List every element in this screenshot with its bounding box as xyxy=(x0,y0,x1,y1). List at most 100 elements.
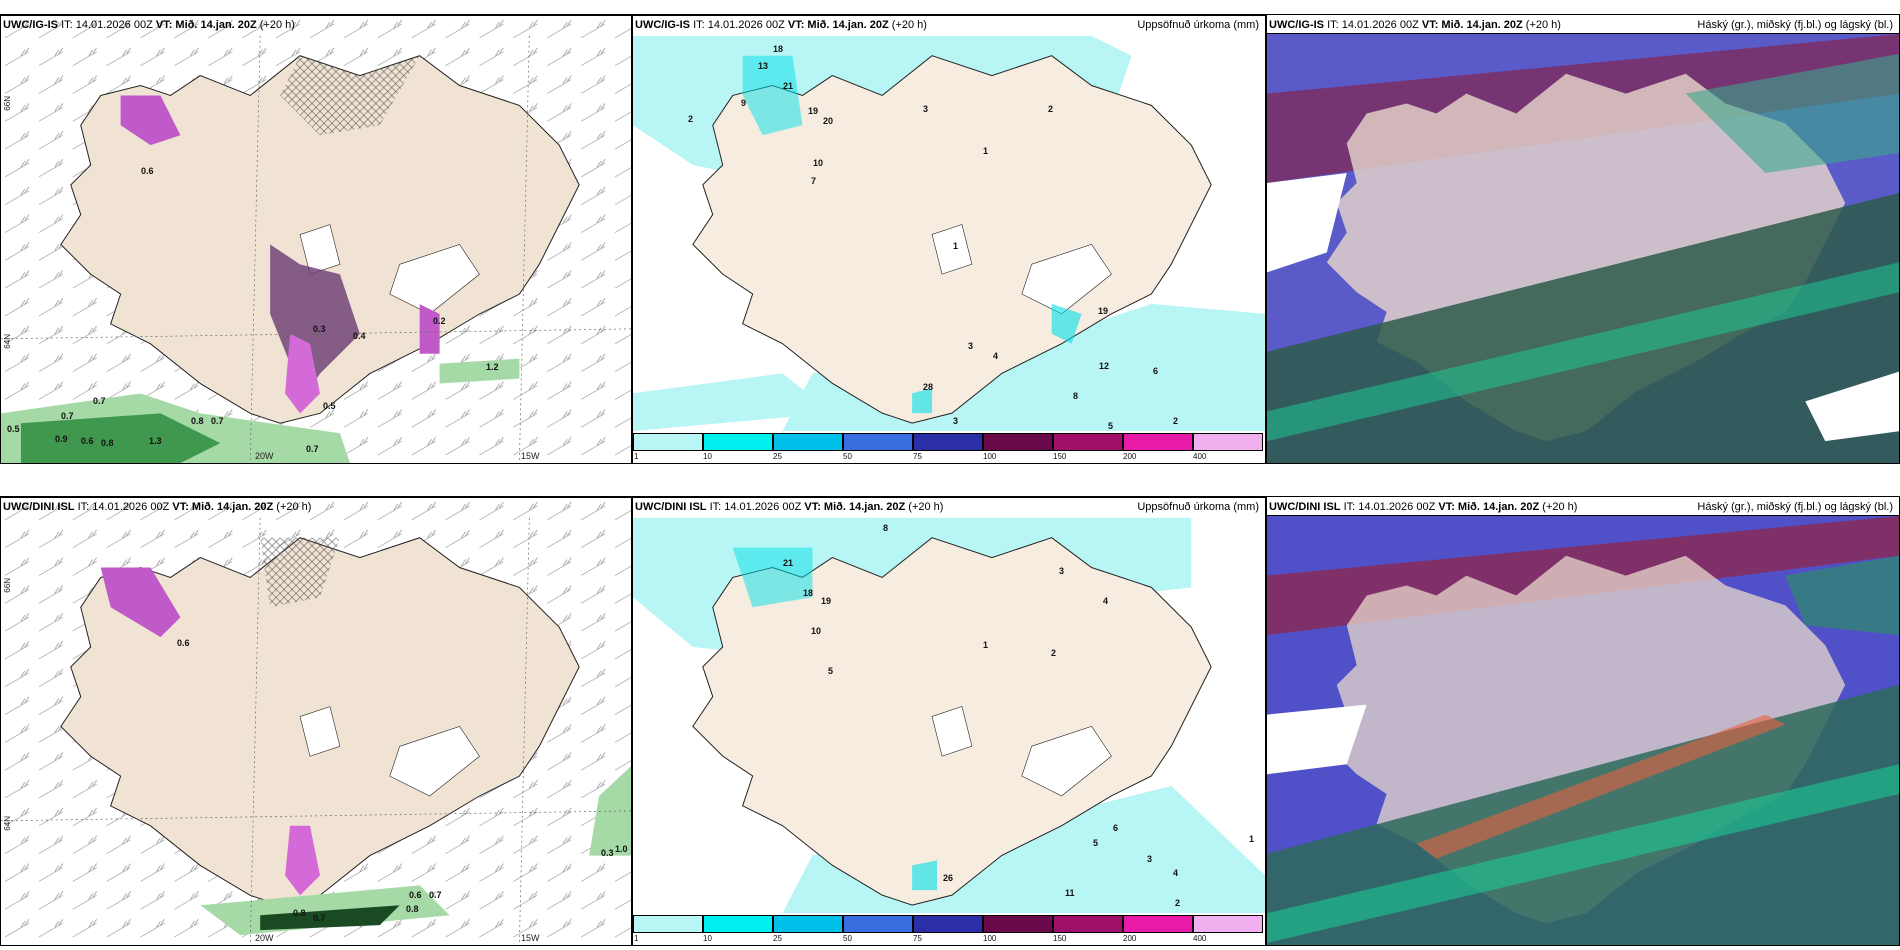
value-label: 0.8 xyxy=(191,416,204,426)
value-label: 7 xyxy=(811,176,817,186)
value-label: 0.7 xyxy=(211,416,224,426)
lon-tick-label: 20W xyxy=(255,933,274,943)
lat-tick-label: 64N xyxy=(3,816,12,831)
value-label: 0.7 xyxy=(93,396,106,406)
value-label: 4 xyxy=(993,351,999,361)
colorbar-label: 150 xyxy=(1053,934,1067,943)
value-label: 4 xyxy=(1103,596,1109,606)
cloud-map xyxy=(1267,34,1899,463)
colorbar-label: 50 xyxy=(843,452,852,461)
lon-tick-label: 15W xyxy=(521,451,540,461)
panel-bottom-middle-accum-precip: UWC/DINI ISL IT: 14.01.2026 00Z VT: Mið.… xyxy=(632,496,1266,946)
colorbar-label: 25 xyxy=(773,934,782,943)
colorbar-label: 25 xyxy=(773,452,782,461)
colorbar-segment xyxy=(843,433,913,451)
colorbar-label: 10 xyxy=(703,934,712,943)
value-label: 5 xyxy=(828,666,834,676)
colorbar-label: 1 xyxy=(634,452,639,461)
panel-bottom-right-clouds: UWC/DINI ISL IT: 14.01.2026 00Z VT: Mið.… xyxy=(1266,496,1900,946)
value-label: 3 xyxy=(1059,566,1065,576)
iceland-map xyxy=(1,16,631,463)
value-label: 5 xyxy=(1108,421,1114,431)
colorbar-label: 200 xyxy=(1123,452,1137,461)
value-label: 5 xyxy=(1093,838,1099,848)
value-label: 0.3 xyxy=(313,324,326,334)
colorbar-segment xyxy=(913,433,983,451)
colorbar-segment xyxy=(703,433,773,451)
colorbar-label: 75 xyxy=(913,934,922,943)
colorbar-segment xyxy=(1053,915,1123,933)
value-label: 1.2 xyxy=(486,362,499,372)
value-label: 0.9 xyxy=(55,434,68,444)
colorbar: 1 10 25 50 75 100 150 200 400 xyxy=(633,431,1265,463)
colorbar-label: 75 xyxy=(913,452,922,461)
value-label: 0.6 xyxy=(177,638,190,648)
lon-tick-label: 15W xyxy=(521,933,540,943)
panel-title: UWC/DINI ISL IT: 14.01.2026 00Z VT: Mið.… xyxy=(635,501,1259,513)
value-label: 8 xyxy=(883,523,889,533)
colorbar-label: 100 xyxy=(983,452,997,461)
iceland-map xyxy=(633,517,1265,913)
value-label: 18 xyxy=(803,588,814,598)
value-label: 3 xyxy=(1147,854,1153,864)
panel-title: UWC/IG-IS IT: 14.01.2026 00Z VT: Mið. 14… xyxy=(635,19,1259,31)
colorbar-label: 50 xyxy=(843,934,852,943)
value-label: 3 xyxy=(953,416,959,426)
value-label: 0.8 xyxy=(406,904,419,914)
panel-title: UWC/DINI ISL IT: 14.01.2026 00Z VT: Mið.… xyxy=(3,501,312,513)
colorbar-segment xyxy=(1193,433,1263,451)
value-label: 6 xyxy=(1113,823,1119,833)
lat-tick-label: 64N xyxy=(3,334,12,349)
panel-title: UWC/DINI ISL IT: 14.01.2026 00Z VT: Mið.… xyxy=(1269,501,1893,513)
value-label: 0.6 xyxy=(409,890,422,900)
value-label: 2 xyxy=(688,114,694,124)
panel-top-left-precip-wind: UWC/IG-IS IT: 14.01.2026 00Z VT: Mið. 14… xyxy=(0,14,632,464)
colorbar-segment xyxy=(773,915,843,933)
value-label: 1 xyxy=(1249,834,1255,844)
cloud-map xyxy=(1267,516,1899,945)
value-label: 1.3 xyxy=(149,436,162,446)
value-label: 6 xyxy=(1153,366,1159,376)
colorbar-segment xyxy=(633,433,703,451)
iceland-map xyxy=(633,35,1265,431)
value-label: 11 xyxy=(1065,888,1075,898)
value-label: 13 xyxy=(758,61,769,71)
map-frame xyxy=(1267,515,1899,945)
lat-tick-label: 66N xyxy=(3,96,12,111)
panel-title: UWC/IG-IS IT: 14.01.2026 00Z VT: Mið. 14… xyxy=(1269,19,1893,31)
value-label: 19 xyxy=(1098,306,1109,316)
value-label: 26 xyxy=(943,873,954,883)
value-label: 0.6 xyxy=(141,166,154,176)
panel-top-middle-accum-precip: UWC/IG-IS IT: 14.01.2026 00Z VT: Mið. 14… xyxy=(632,14,1266,464)
value-label: 4 xyxy=(1173,868,1179,878)
value-label: 2 xyxy=(1048,104,1054,114)
colorbar-segment xyxy=(983,915,1053,933)
iceland-map xyxy=(1,498,631,945)
value-label: 9 xyxy=(741,98,747,108)
value-label: 19 xyxy=(821,596,832,606)
value-label: 20 xyxy=(823,116,834,126)
map-frame: 0.7 0.8 0.6 0.7 0.8 1.0 0.3 0.6 20W 15W … xyxy=(1,497,631,945)
value-label: 1 xyxy=(983,146,989,156)
colorbar-label: 1 xyxy=(634,934,639,943)
value-label: 19 xyxy=(808,106,819,116)
value-label: 1 xyxy=(983,640,989,650)
value-label: 0.8 xyxy=(293,908,306,918)
map-frame xyxy=(1267,33,1899,463)
colorbar-segment xyxy=(913,915,983,933)
map-frame: 0.5 0.7 0.7 0.9 0.6 0.8 1.3 0.8 0.7 0.7 … xyxy=(1,15,631,463)
value-label: 18 xyxy=(773,44,784,54)
value-label: 10 xyxy=(813,158,824,168)
colorbar-label: 150 xyxy=(1053,452,1067,461)
colorbar-segment xyxy=(1193,915,1263,933)
value-label: 0.7 xyxy=(61,411,74,421)
colorbar-segment xyxy=(1123,433,1193,451)
value-label: 3 xyxy=(968,341,974,351)
colorbar-label: 200 xyxy=(1123,934,1137,943)
colorbar-segment xyxy=(1123,915,1193,933)
value-label: 0.3 xyxy=(601,848,614,858)
value-label: 21 xyxy=(783,81,794,91)
value-label: 21 xyxy=(783,558,794,568)
value-label: 0.8 xyxy=(101,438,114,448)
value-label: 0.2 xyxy=(433,316,446,326)
